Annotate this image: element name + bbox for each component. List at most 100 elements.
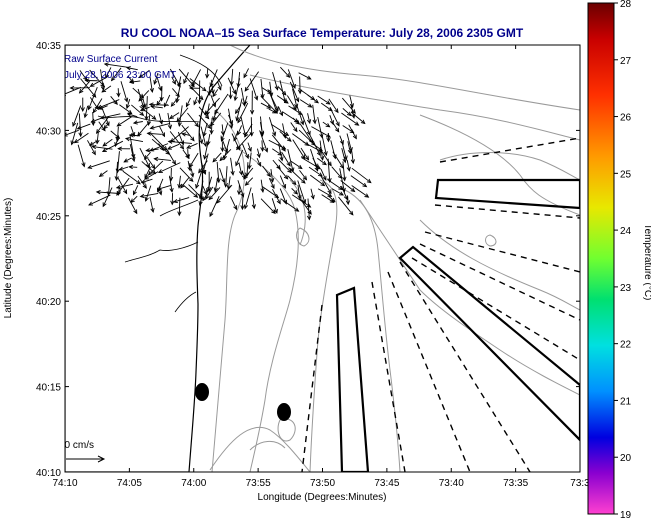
current-vector — [317, 116, 323, 138]
current-vector-head — [307, 215, 312, 221]
current-vector-head — [244, 86, 249, 92]
current-vector — [144, 171, 159, 180]
current-vector-head — [244, 132, 249, 138]
current-vector-head — [158, 119, 164, 125]
current-vector-head — [364, 193, 370, 198]
current-vector-head — [185, 102, 190, 108]
current-vector — [246, 162, 249, 177]
current-vector — [220, 135, 228, 153]
current-vector-head — [179, 144, 185, 150]
current-vector-head — [235, 116, 240, 122]
current-vector — [342, 161, 346, 181]
current-vector-head — [338, 185, 344, 191]
current-vector — [243, 68, 249, 78]
current-vector — [290, 122, 298, 132]
current-vector — [351, 167, 372, 183]
current-vector-head — [95, 139, 100, 145]
current-vector-head — [335, 127, 340, 133]
current-vector — [88, 160, 110, 169]
current-vector — [93, 98, 103, 113]
current-vector — [169, 131, 184, 150]
current-vector-head — [209, 212, 214, 218]
x-tick-label: 73:40 — [439, 478, 464, 489]
current-vector — [179, 167, 194, 182]
current-vector — [153, 72, 159, 85]
current-vector-head — [126, 112, 132, 117]
current-vector — [122, 170, 141, 185]
current-vector — [170, 126, 189, 143]
current-vector — [131, 104, 144, 116]
current-vector-head — [293, 190, 299, 195]
current-vector-head — [189, 85, 194, 91]
current-vector — [236, 98, 243, 121]
current-vector — [92, 111, 94, 126]
current-vector-head — [150, 104, 156, 109]
current-vector — [312, 104, 316, 124]
current-vector-head — [342, 158, 347, 164]
current-vector-head — [254, 95, 259, 101]
current-vector — [350, 111, 366, 124]
current-vector-head — [240, 192, 245, 198]
current-vector-head — [277, 151, 283, 156]
current-vector — [346, 133, 353, 152]
y-tick-label: 40:10 — [36, 468, 61, 479]
current-vector — [158, 113, 163, 124]
current-vector-head — [92, 108, 97, 114]
current-vector-head — [167, 139, 173, 144]
current-vector-head — [259, 130, 265, 136]
current-vector-head — [346, 111, 352, 117]
current-vector-head — [283, 199, 288, 205]
current-vector-head — [157, 169, 163, 174]
current-vector — [342, 125, 354, 134]
current-vector-head — [329, 198, 335, 204]
current-vector-head — [138, 73, 144, 79]
current-vector-head — [236, 145, 241, 151]
current-vector — [151, 105, 163, 109]
current-vector-head — [234, 109, 240, 115]
current-vector — [212, 108, 218, 121]
current-vector-head — [150, 207, 155, 213]
current-vector — [268, 139, 286, 150]
current-vector-head — [334, 108, 339, 114]
current-vector — [221, 124, 224, 135]
current-vector-head — [294, 207, 300, 212]
current-vector — [241, 194, 244, 210]
current-vector — [209, 195, 220, 217]
current-vector-head — [186, 144, 192, 149]
current-vector-head — [116, 92, 121, 98]
current-vector-head — [70, 140, 75, 146]
colorbar-tick-label: 19 — [620, 510, 632, 518]
current-vector — [84, 105, 89, 118]
current-vector-head — [306, 119, 312, 125]
current-vector — [88, 194, 111, 206]
current-vector-head — [159, 96, 164, 102]
current-vector — [236, 132, 252, 150]
current-vector-head — [102, 202, 107, 208]
colorbar — [587, 2, 615, 515]
x-tick-label: 74:05 — [117, 478, 142, 489]
current-vector-head — [314, 163, 319, 169]
current-vector-head — [272, 131, 277, 137]
current-vector — [129, 143, 135, 162]
current-vector — [190, 168, 194, 177]
y-tick-label: 40:35 — [36, 41, 61, 52]
current-vector-head — [270, 177, 275, 183]
current-vector-head — [183, 79, 188, 85]
current-vector-head — [237, 118, 242, 124]
current-vector-head — [236, 190, 242, 196]
current-vector — [216, 184, 233, 204]
current-vector — [267, 89, 279, 111]
current-vector-head — [229, 124, 234, 129]
current-vector — [169, 175, 173, 192]
current-vector — [251, 193, 255, 209]
radial-lines — [301, 137, 580, 472]
current-vector — [211, 117, 213, 134]
current-vector-head — [123, 189, 128, 195]
current-vector — [231, 133, 240, 150]
current-vector — [130, 195, 138, 203]
current-vector-head — [133, 209, 138, 215]
current-vector — [341, 147, 346, 163]
current-vector — [260, 102, 271, 109]
current-vector — [150, 123, 171, 129]
current-vector — [72, 105, 82, 127]
